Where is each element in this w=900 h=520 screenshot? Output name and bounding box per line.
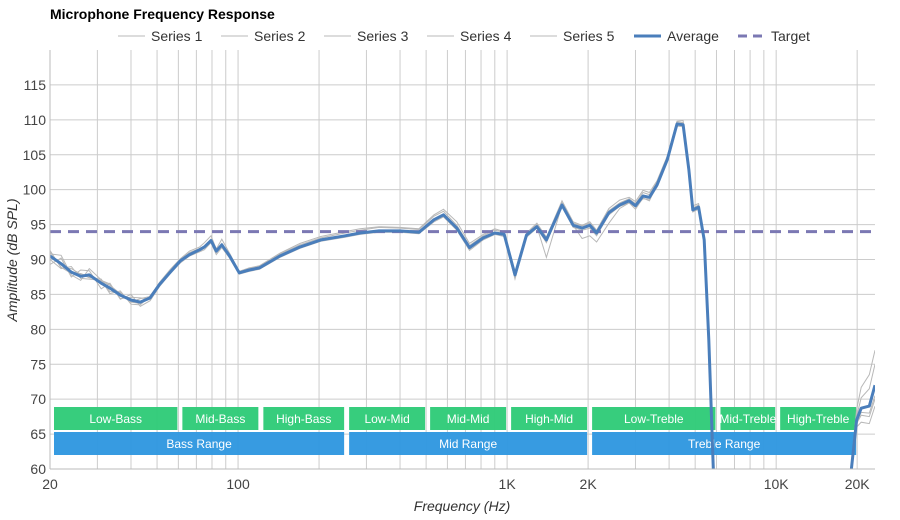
y-tick-label: 95	[30, 217, 46, 233]
legend-label: Series 3	[357, 28, 409, 44]
grid	[49, 50, 875, 469]
band-label: High-Bass	[276, 412, 331, 426]
y-tick-label: 100	[23, 182, 47, 198]
y-tick-label: 110	[24, 112, 47, 128]
range-bands: Low-Bass Mid-Bass High-Bass Low-Mid Mid-Mid H…	[54, 407, 857, 455]
band-high-mid	[511, 407, 588, 430]
series-lines	[50, 119, 875, 469]
legend-label: Series 4	[460, 28, 512, 44]
band-low-bass	[54, 407, 178, 430]
legend-label: Target	[771, 28, 810, 44]
chart-title: Microphone Frequency Response	[50, 6, 275, 22]
legend-label: Series 1	[151, 28, 203, 44]
band-label: Mid Range	[439, 437, 497, 451]
y-tick-label: 65	[30, 426, 46, 442]
y-tick-label: 75	[30, 356, 46, 372]
band-mid-treble	[720, 407, 776, 430]
y-tick-label: 70	[30, 391, 46, 407]
band-high-bass	[263, 407, 345, 430]
x-tick-label: 20K	[845, 476, 871, 492]
band-high-treble	[780, 407, 857, 430]
band-label: Low-Mid	[364, 412, 409, 426]
legend-label: Average	[667, 28, 719, 44]
band-low-mid	[349, 407, 426, 430]
y-tick-label: 115	[24, 77, 47, 93]
legend-label: Series 5	[563, 28, 615, 44]
axes: 60 65 70 75 80 85 90 95 100 105 110 115 20 100 1K 2K 10K…	[23, 50, 875, 492]
band-label: Treble Range	[688, 437, 761, 451]
band-label: High-Treble	[787, 412, 850, 426]
x-tick-label: 1K	[499, 476, 517, 492]
y-tick-label: 105	[23, 147, 47, 163]
y-tick-label: 90	[30, 252, 46, 268]
legend-label: Series 2	[254, 28, 306, 44]
average-line	[50, 122, 715, 469]
x-tick-label: 100	[226, 476, 250, 492]
band-label: Mid-Bass	[195, 412, 245, 426]
y-tick-label: 85	[30, 286, 46, 302]
band-mid-bass	[182, 407, 259, 430]
band-treble-range	[592, 432, 857, 455]
y-tick-label: 60	[30, 461, 46, 477]
y-axis-label: Amplitude (dB SPL)	[4, 199, 20, 323]
band-mid-range	[349, 432, 588, 455]
band-label: Mid-Mid	[447, 412, 490, 426]
band-label: High-Mid	[525, 412, 573, 426]
band-label: Mid-Treble	[719, 412, 776, 426]
band-label: Low-Treble	[624, 412, 684, 426]
band-mid-mid	[430, 407, 507, 430]
band-low-treble	[592, 407, 716, 430]
band-bass-range	[54, 432, 345, 455]
x-tick-label: 2K	[580, 476, 598, 492]
legend: Series 1 Series 2 Series 3 Series 4 Series 5…	[118, 28, 810, 44]
average-line-high	[849, 384, 875, 469]
y-tick-label: 80	[30, 321, 46, 337]
band-label: Low-Bass	[89, 412, 142, 426]
x-tick-label: 20	[42, 476, 58, 492]
band-label: Bass Range	[166, 437, 232, 451]
x-axis-label: Frequency (Hz)	[414, 498, 510, 514]
x-tick-label: 10K	[764, 476, 790, 492]
